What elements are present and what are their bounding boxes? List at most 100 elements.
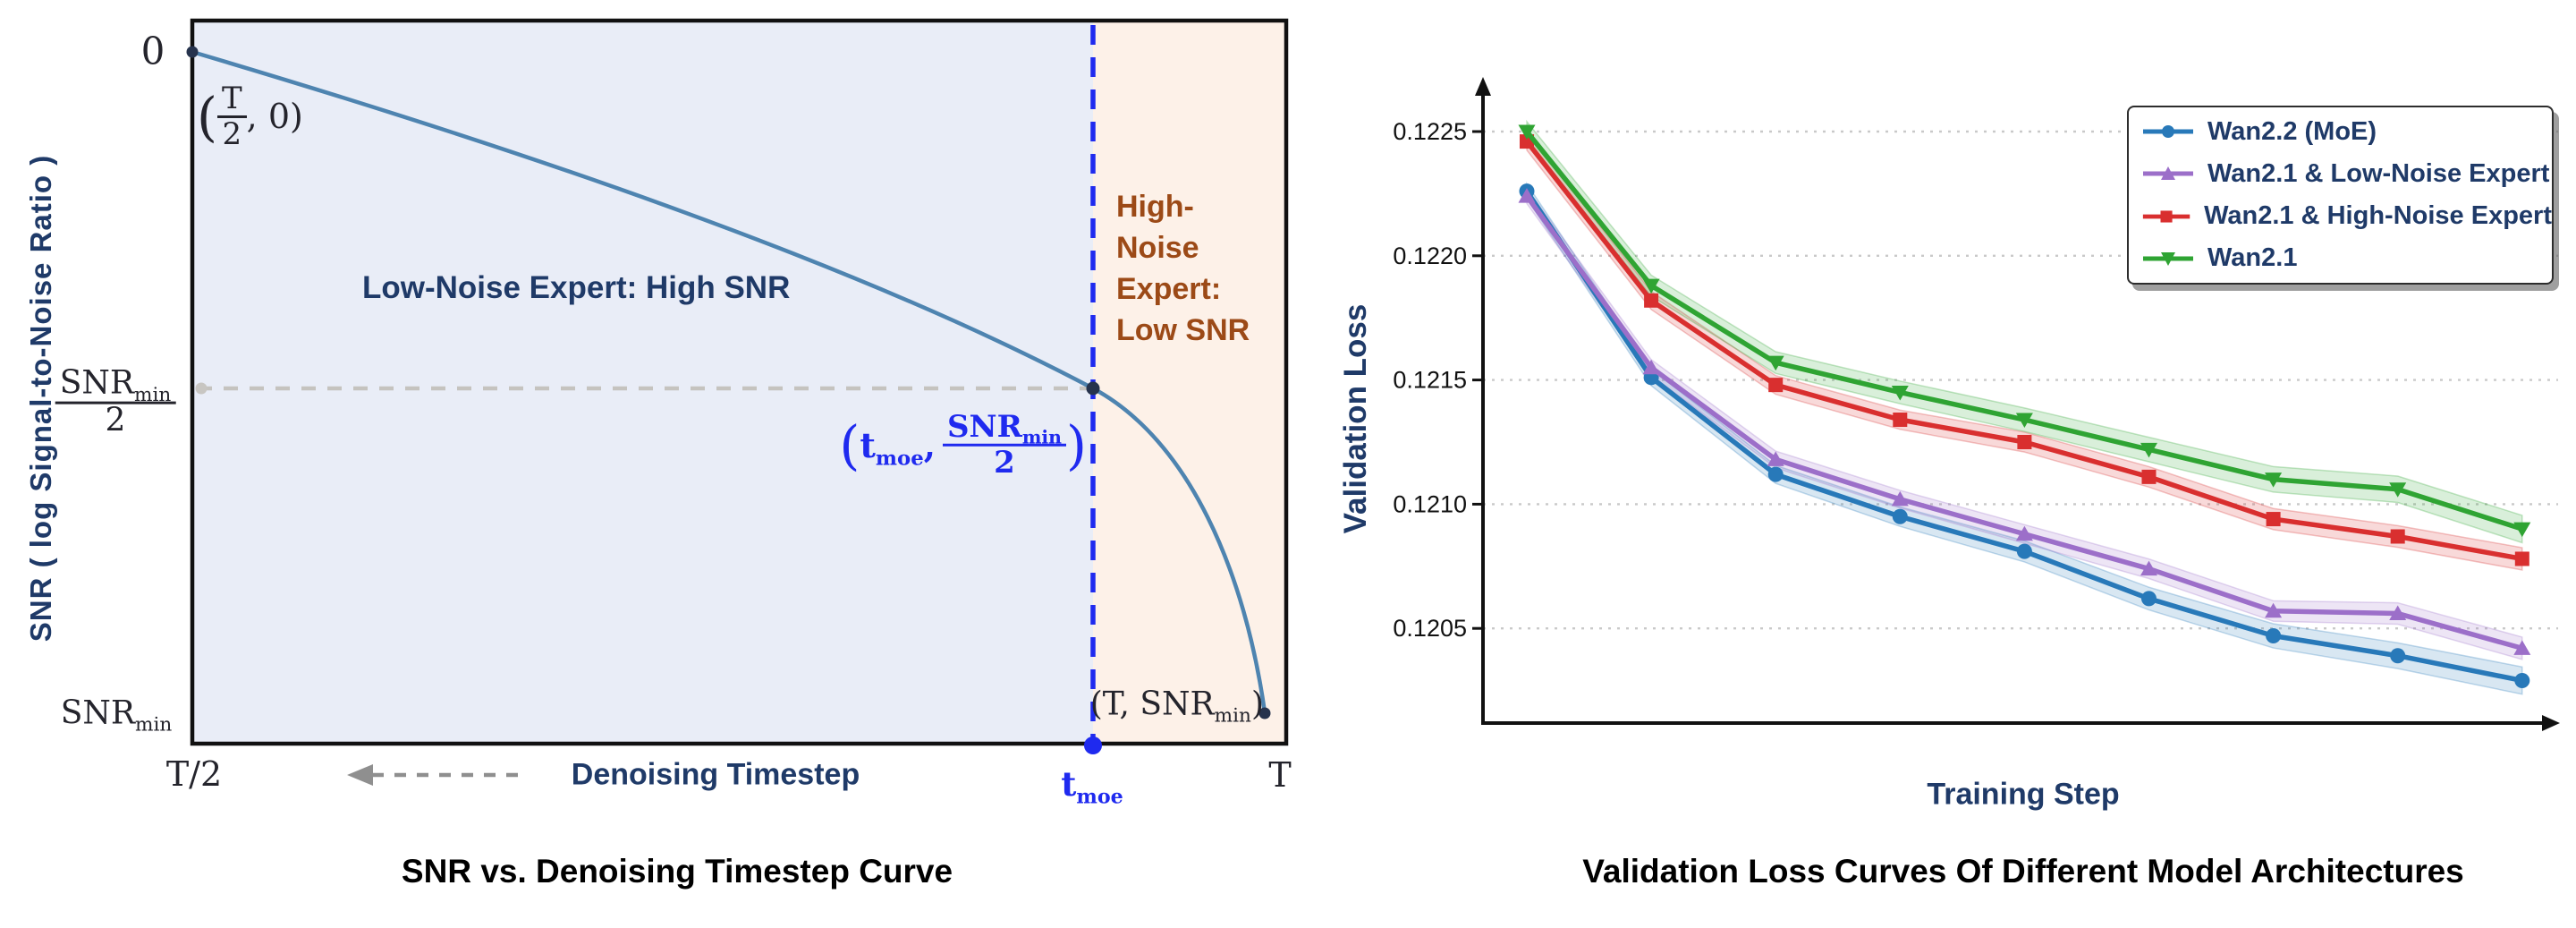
high-noise-label-line: High- — [1116, 190, 1194, 224]
data-point-marker — [1642, 359, 1660, 375]
right-chart-plot-area: 0.1225 0.1220 0.1215 0.1210 0.1205 — [1393, 77, 2560, 731]
data-point-marker — [2015, 525, 2033, 541]
right-x-axis-label: Training Step — [1927, 777, 2120, 812]
curve-moe-intersection-dot — [1086, 381, 1100, 396]
data-point-marker — [1768, 378, 1784, 393]
paren-close: ) — [1250, 685, 1264, 723]
legend-item: Wan2.1 & High-Noise Expert — [2129, 197, 2552, 236]
fraction-denominator: 2 — [222, 115, 242, 152]
snr-text: SNR — [59, 364, 134, 402]
data-point-marker — [2140, 560, 2157, 576]
high-noise-label-line: Noise — [1116, 231, 1199, 265]
snr-text: SNR — [1140, 685, 1215, 723]
data-point-marker — [2265, 473, 2283, 488]
y-axis-arrow-icon — [1475, 77, 1491, 96]
data-point-marker — [2266, 512, 2281, 527]
data-point-marker — [2390, 529, 2405, 544]
data-point-marker — [2389, 605, 2407, 621]
data-point-marker — [1891, 385, 1909, 401]
legend-marker-icon — [2142, 210, 2190, 223]
snr-min-half-fraction: SNRmin 2 — [55, 364, 176, 439]
t-text: t — [860, 424, 876, 465]
min-subscript: min — [1021, 426, 1063, 448]
y-tick-label: 0.1225 — [1393, 118, 1467, 145]
t-text: t — [1061, 764, 1077, 804]
high-noise-label-line: Low SNR — [1116, 313, 1250, 347]
y-tick-label: 0.1205 — [1393, 615, 1467, 642]
comma: , — [923, 424, 936, 465]
data-point-marker — [2017, 435, 2032, 449]
paren-close: ) — [1066, 413, 1087, 476]
data-point-marker — [1644, 293, 1659, 308]
legend-marker-icon — [2143, 251, 2193, 266]
legend-item: Wan2.1 & Low-Noise Expert — [2129, 154, 2552, 193]
paren-open: ( — [839, 413, 860, 476]
curve-end-annotation: (T, SNRmin) — [1089, 685, 1264, 726]
snr-curve — [191, 49, 1267, 713]
data-point-marker — [1767, 451, 1784, 466]
min-subscript: min — [1214, 704, 1251, 728]
confidence-band — [1526, 181, 2523, 695]
left-chart-plot-area — [186, 18, 1289, 786]
data-point-marker — [2141, 469, 2157, 484]
high-noise-label-line: Expert: — [1116, 272, 1222, 306]
annotation-head: (T, — [1089, 685, 1140, 723]
data-point-marker — [1518, 188, 1536, 203]
low-noise-region-label: Low-Noise Expert: High SNR — [362, 270, 791, 305]
legend-label: Wan2.1 & High-Noise Expert — [2204, 201, 2552, 231]
data-point-marker — [2513, 522, 2531, 538]
paren-open: ( — [197, 85, 217, 148]
fraction-numerator: SNRmin — [55, 364, 176, 404]
annotation-tail: , 0) — [246, 97, 303, 137]
left-y-tick-snr-min: SNRmin — [60, 694, 173, 735]
right-chart-title: Validation Loss Curves Of Different Mode… — [1582, 853, 2464, 890]
y-tick-label: 0.1210 — [1393, 490, 1467, 517]
legend-marker-icon — [2143, 166, 2193, 181]
min-subscript: min — [134, 713, 173, 736]
data-point-marker — [1642, 278, 1660, 294]
y-tick-label: 0.1220 — [1393, 243, 1467, 269]
legend-item: Wan2.1 — [2129, 239, 2552, 278]
curve-end-dot — [1258, 707, 1271, 719]
data-point-marker — [2141, 591, 2157, 607]
data-point-marker — [1891, 490, 1909, 507]
legend-item: Wan2.2 (MoE) — [2129, 112, 2552, 151]
data-point-marker — [2265, 602, 2283, 618]
legend-label: Wan2.1 — [2207, 243, 2298, 273]
data-point-marker — [1518, 124, 1536, 140]
left-x-axis-label: Denoising Timestep — [571, 757, 860, 792]
data-point-marker — [2514, 672, 2530, 688]
curve-start-dot — [186, 46, 199, 58]
left-y-axis-label: SNR ( log Signal-to-Noise Ratio ) — [24, 154, 57, 643]
left-y-tick-zero: 0 — [140, 29, 165, 73]
high-noise-region — [1093, 21, 1286, 744]
data-point-marker — [1767, 355, 1784, 371]
data-point-marker — [1892, 508, 1908, 524]
data-point-marker — [1893, 413, 1908, 428]
left-x-tick-t-half: T/2 — [165, 754, 223, 794]
right-y-axis-label: Validation Loss — [1338, 303, 1373, 534]
high-noise-region-label: High- Noise Expert: Low SNR — [1116, 186, 1250, 351]
data-point-marker — [2514, 551, 2529, 566]
fraction-numerator: T — [216, 82, 247, 118]
legend-box: Wan2.2 (MoE) Wan2.1 & Low-Noise Expert Wan… — [2127, 106, 2554, 285]
t-moe-point-annotation: ( tmoe , SNRmin 2 ) — [839, 408, 1087, 479]
snr-text: SNR — [60, 694, 135, 732]
legend-label: Wan2.1 & Low-Noise Expert — [2207, 158, 2550, 188]
left-x-tick-t-moe: tmoe — [1061, 764, 1123, 806]
data-point-marker — [2016, 543, 2032, 559]
legend-label: Wan2.2 (MoE) — [2207, 116, 2377, 146]
moe-subscript: moe — [875, 447, 924, 471]
snr-min-half-fraction: SNRmin 2 — [942, 408, 1067, 479]
left-y-tick-snr-min-half: SNRmin 2 — [55, 365, 176, 439]
data-point-marker — [2513, 640, 2531, 655]
data-point-marker — [2389, 482, 2407, 498]
snr-text: SNR — [946, 408, 1022, 445]
y-tick-label: 0.1215 — [1393, 367, 1467, 394]
data-point-marker — [2390, 648, 2406, 664]
data-point-marker — [2140, 442, 2157, 458]
legend-marker-icon — [2143, 125, 2193, 139]
low-noise-region — [192, 21, 1093, 744]
